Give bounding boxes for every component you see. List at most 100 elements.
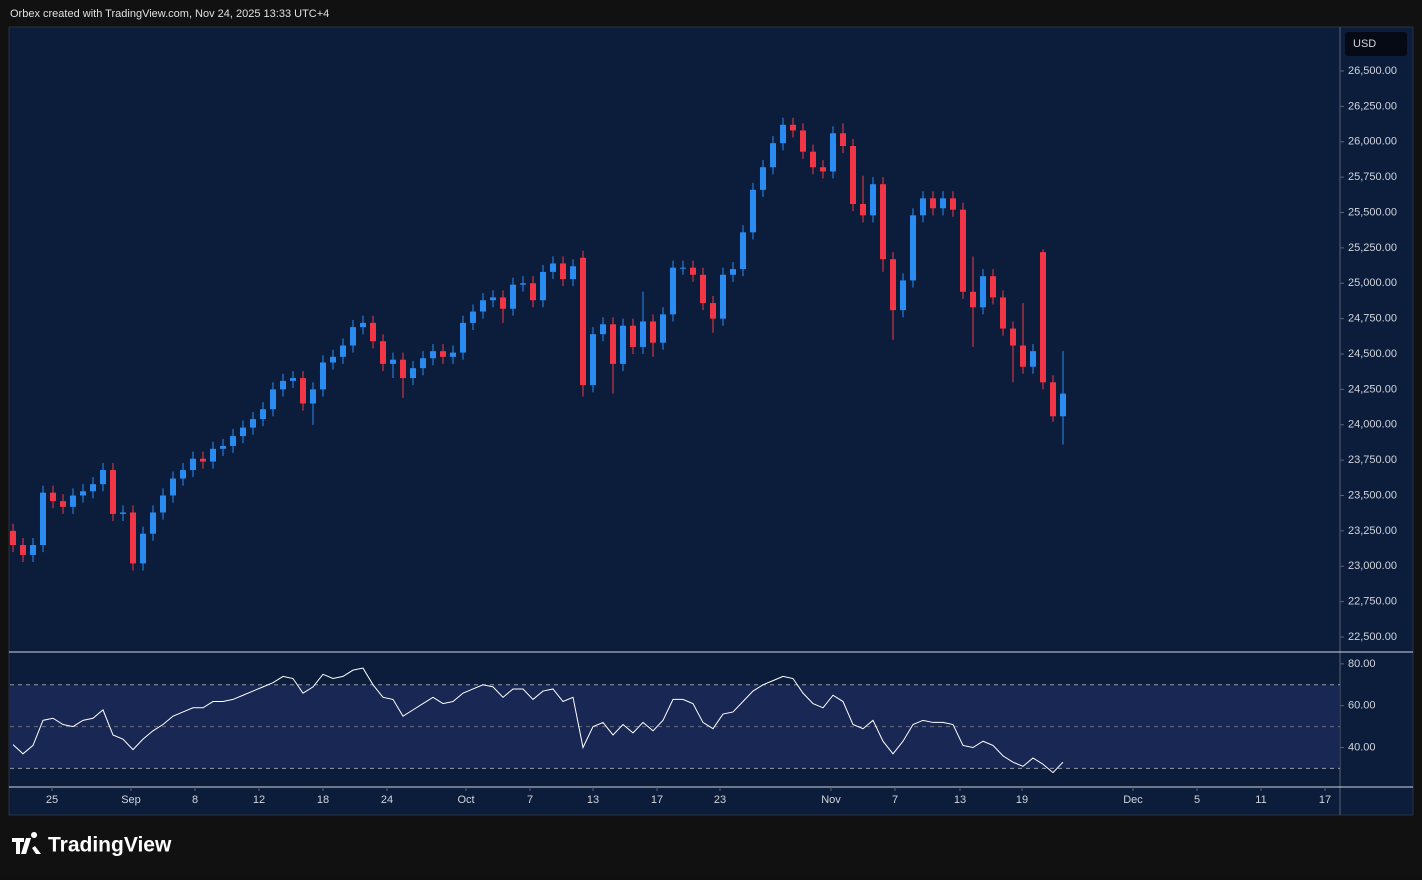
- candle-body: [420, 358, 426, 369]
- candle-body: [130, 512, 136, 564]
- candle-body: [290, 378, 296, 381]
- candle-body: [70, 495, 76, 507]
- x-tick-label: Oct: [457, 794, 474, 806]
- x-tick-label: 5: [1194, 794, 1200, 806]
- candle-body: [610, 324, 616, 364]
- candle-body: [820, 167, 826, 172]
- candle-body: [330, 356, 336, 363]
- rsi-line: [12, 667, 1064, 774]
- candle-body: [500, 297, 506, 309]
- y-tick-label: 23,750.00: [1348, 454, 1397, 466]
- candle-body: [170, 478, 176, 496]
- candle-body: [860, 204, 866, 216]
- x-tick-label: Nov: [821, 794, 841, 806]
- candle-body: [480, 300, 486, 312]
- candle-body: [350, 327, 356, 346]
- candle-body: [990, 276, 996, 298]
- y-tick-label: 26,250.00: [1348, 100, 1397, 112]
- candle-body: [540, 271, 546, 301]
- x-tick-label: 7: [527, 794, 533, 806]
- candle-body: [910, 215, 916, 281]
- candle-body: [300, 378, 306, 404]
- candle-body: [460, 322, 466, 353]
- candle-body: [710, 303, 716, 319]
- candle-body: [370, 322, 376, 342]
- x-tick-label: 12: [253, 794, 265, 806]
- x-tick-label: Dec: [1123, 794, 1143, 806]
- candle-body: [650, 321, 656, 343]
- candle-body: [310, 389, 316, 404]
- candle-body: [50, 492, 56, 502]
- candle-body: [630, 325, 636, 347]
- candle-body: [280, 380, 286, 390]
- x-tick-label: 18: [317, 794, 329, 806]
- candle-body: [590, 334, 596, 386]
- candle-body: [510, 284, 516, 309]
- y-tick-label: 25,250.00: [1348, 242, 1397, 254]
- caption: Orbex created with TradingView.com, Nov …: [10, 8, 329, 20]
- candle-body: [970, 291, 976, 308]
- candle-body: [700, 274, 706, 304]
- y-tick-label: 25,500.00: [1348, 206, 1397, 218]
- candle-body: [470, 311, 476, 323]
- candle-body: [180, 470, 186, 479]
- candle-body: [530, 283, 536, 301]
- candle-body: [800, 130, 806, 152]
- candle-body: [450, 352, 456, 357]
- candle-body: [850, 146, 856, 205]
- candle-body: [490, 297, 496, 301]
- candle-body: [1000, 297, 1006, 329]
- candle-body: [780, 124, 786, 144]
- candle-body: [60, 501, 66, 507]
- candle-body: [140, 533, 146, 564]
- candle-body: [520, 283, 526, 285]
- candle-body: [10, 530, 16, 546]
- candle-body: [670, 267, 676, 315]
- candle-body: [390, 359, 396, 364]
- currency-box: [1345, 32, 1407, 56]
- y-tick-label: 23,500.00: [1348, 489, 1397, 501]
- candle-body: [740, 232, 746, 270]
- candle-body: [550, 263, 556, 272]
- candle-body: [950, 198, 956, 210]
- candle-body: [120, 512, 126, 514]
- candle-body: [600, 324, 606, 335]
- x-tick-label: 13: [954, 794, 966, 806]
- candle-body: [360, 322, 366, 328]
- candle-body: [900, 280, 906, 311]
- candle-body: [920, 198, 926, 216]
- candle-body: [1040, 252, 1046, 383]
- candle-body: [150, 512, 156, 534]
- candle-body: [110, 470, 116, 514]
- y-tick-label: 23,000.00: [1348, 560, 1397, 572]
- candle-body: [160, 495, 166, 513]
- candle-body: [730, 269, 736, 275]
- candle-body: [830, 133, 836, 172]
- candle-body: [1010, 328, 1016, 346]
- x-tick-label: 19: [1016, 794, 1028, 806]
- candle-body: [240, 427, 246, 437]
- candle-body: [210, 448, 216, 462]
- y-tick-label: 24,250.00: [1348, 383, 1397, 395]
- candle-body: [720, 274, 726, 319]
- candle-body: [620, 325, 626, 364]
- x-tick-label: 23: [714, 794, 726, 806]
- candle-body: [870, 184, 876, 216]
- candle-body: [560, 263, 566, 280]
- candle-body: [580, 257, 586, 386]
- candle-body: [260, 409, 266, 420]
- candle-body: [200, 458, 206, 462]
- candle-body: [680, 267, 686, 269]
- x-tick-label: 17: [651, 794, 663, 806]
- candle-body: [410, 368, 416, 379]
- x-tick-label: Sep: [121, 794, 141, 806]
- candle-body: [320, 362, 326, 390]
- candle-body: [960, 209, 966, 292]
- y-tick-label: 24,000.00: [1348, 419, 1397, 431]
- candle-body: [770, 143, 776, 168]
- x-tick-label: 7: [892, 794, 898, 806]
- candle-body: [980, 276, 986, 308]
- candle-body: [810, 151, 816, 168]
